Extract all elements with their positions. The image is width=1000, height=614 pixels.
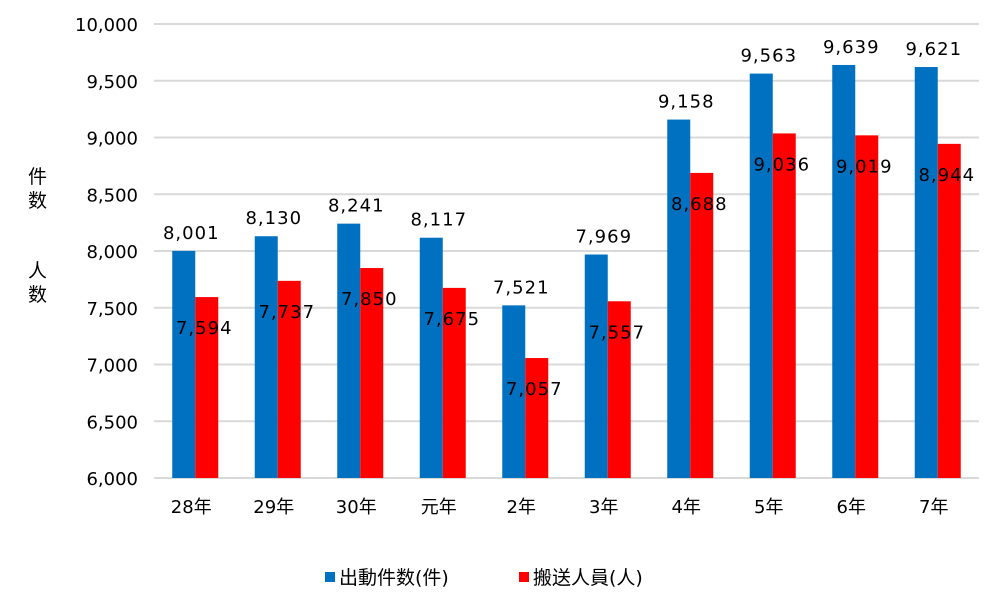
x-tick-label: 28年 (171, 497, 212, 518)
y-axis-label: 件数 人数 (28, 166, 47, 306)
bar-dispatches (832, 64, 856, 478)
data-label-transported: 8,944 (918, 165, 975, 186)
bar-transported (690, 172, 714, 479)
data-labels: 8,001 7,594 8,130 7,737 8,241 7,850 8,117 7,675… (163, 37, 975, 400)
y-tick-label: 7,500 (86, 299, 138, 320)
x-tick-label: 30年 (336, 497, 377, 518)
data-label-dispatches: 9,639 (823, 37, 880, 58)
data-label-dispatches: 8,241 (328, 196, 385, 217)
legend-swatch (519, 572, 529, 582)
data-label-dispatches: 8,001 (163, 223, 220, 244)
x-tick-label: 6年 (837, 497, 866, 518)
data-label-transported: 7,057 (506, 379, 563, 400)
x-tick-label: 元年 (421, 497, 457, 518)
bar-transported (525, 358, 549, 478)
data-label-transported: 8,688 (671, 194, 728, 215)
bar-dispatches (502, 305, 526, 478)
y-tick-label: 6,500 (86, 412, 138, 433)
bar-dispatches (914, 67, 938, 478)
data-label-transported: 9,036 (753, 154, 810, 175)
y-tick-label: 10,000 (75, 15, 138, 36)
bar-dispatches (419, 237, 443, 478)
legend-swatch (325, 572, 335, 582)
data-label-dispatches: 7,969 (575, 227, 632, 248)
data-label-transported: 7,850 (341, 289, 398, 310)
bar-transported (937, 143, 961, 478)
bar-dispatches (172, 250, 196, 478)
data-label-transported: 7,737 (258, 302, 315, 323)
y-tick-label: 9,500 (86, 72, 138, 93)
data-label-dispatches: 9,158 (658, 92, 715, 113)
data-label-dispatches: 8,130 (245, 208, 302, 229)
data-label-dispatches: 9,563 (740, 46, 797, 67)
bar-dispatches (749, 73, 773, 479)
bar-dispatches (667, 119, 691, 478)
y-tick-label: 8,000 (86, 242, 138, 263)
bar-transported (442, 287, 466, 478)
data-label-transported: 9,019 (836, 156, 893, 177)
bar-dispatches (584, 254, 608, 478)
x-tick-label: 29年 (253, 497, 294, 518)
x-axis-tick-labels: 28年 29年 30年 元年 2年 3年 4年 5年 6年 7年 (171, 497, 949, 518)
x-tick-label: 7年 (919, 497, 948, 518)
data-label-transported: 7,675 (423, 309, 480, 330)
bar-dispatches (254, 236, 278, 478)
x-tick-label: 5年 (754, 497, 783, 518)
y-tick-label: 6,000 (86, 469, 138, 490)
legend-label: 出動件数(件) (339, 567, 449, 589)
x-tick-label: 3年 (589, 497, 618, 518)
y-tick-label: 7,000 (86, 356, 138, 377)
bar-dispatches (337, 223, 361, 478)
data-label-dispatches: 7,521 (493, 277, 550, 298)
bar-transported (855, 135, 879, 478)
x-tick-label: 4年 (672, 497, 701, 518)
bar-transported (360, 268, 384, 478)
data-label-dispatches: 9,621 (905, 39, 962, 60)
bar-transported (772, 133, 796, 478)
x-tick-label: 2年 (507, 497, 536, 518)
y-tick-label: 9,000 (86, 129, 138, 150)
bar-transported (195, 297, 219, 478)
data-label-transported: 7,557 (588, 322, 645, 343)
data-label-dispatches: 8,117 (410, 210, 467, 231)
y-axis-label-bottom: 人数 (28, 260, 47, 306)
y-axis-tick-labels: 6,000 6,500 7,000 7,500 8,000 8,500 9,000 9,500… (75, 15, 138, 490)
legend: 出動件数(件) 搬送人員(人) (325, 567, 643, 589)
bars (172, 64, 961, 479)
y-axis-label-top: 件数 (28, 166, 47, 212)
data-label-transported: 7,594 (176, 318, 233, 339)
legend-label: 搬送人員(人) (533, 567, 643, 589)
bar-transported (277, 280, 301, 478)
bar-transported (607, 301, 631, 478)
y-tick-label: 8,500 (86, 185, 138, 206)
